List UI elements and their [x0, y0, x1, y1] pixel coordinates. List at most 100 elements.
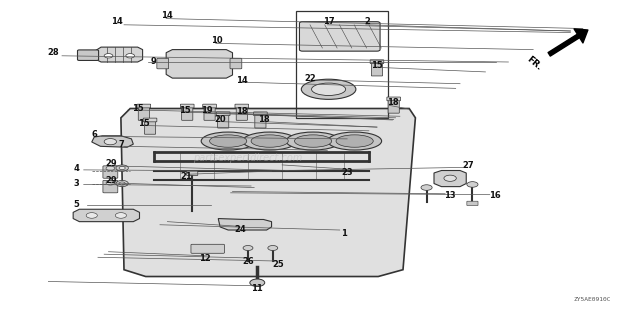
Ellipse shape [242, 132, 297, 150]
Text: 6: 6 [92, 130, 98, 140]
Text: 12: 12 [199, 254, 210, 264]
Circle shape [106, 166, 115, 170]
FancyBboxPatch shape [187, 171, 198, 175]
Text: 29: 29 [106, 159, 117, 168]
Text: 24: 24 [235, 225, 246, 234]
FancyBboxPatch shape [236, 106, 247, 120]
Text: 4: 4 [73, 164, 79, 174]
Text: 5: 5 [73, 200, 79, 209]
Ellipse shape [327, 132, 382, 150]
Text: 29: 29 [106, 176, 117, 185]
Ellipse shape [251, 135, 288, 147]
Polygon shape [92, 136, 133, 147]
Text: 3: 3 [73, 179, 79, 188]
Text: 20: 20 [215, 115, 226, 124]
Text: 15: 15 [371, 60, 383, 70]
FancyBboxPatch shape [218, 114, 229, 128]
Text: 16: 16 [489, 191, 500, 201]
Bar [127, 109, 394, 188]
FancyBboxPatch shape [299, 22, 380, 51]
Polygon shape [96, 47, 143, 62]
Text: 22: 22 [304, 73, 316, 83]
Circle shape [116, 165, 128, 171]
Polygon shape [166, 50, 232, 78]
Ellipse shape [201, 132, 255, 150]
FancyBboxPatch shape [143, 118, 157, 122]
Circle shape [444, 175, 456, 181]
FancyBboxPatch shape [204, 106, 215, 120]
Ellipse shape [301, 79, 356, 99]
Circle shape [268, 246, 278, 250]
FancyBboxPatch shape [255, 114, 266, 128]
Text: 26: 26 [242, 256, 254, 266]
Circle shape [106, 181, 115, 185]
Text: 18: 18 [258, 115, 269, 124]
Text: 14: 14 [236, 76, 247, 85]
Circle shape [243, 246, 253, 250]
Text: FR.: FR. [525, 55, 544, 72]
FancyBboxPatch shape [371, 62, 383, 76]
Circle shape [119, 182, 125, 185]
FancyBboxPatch shape [216, 112, 230, 116]
FancyBboxPatch shape [387, 97, 401, 101]
Text: 10: 10 [211, 36, 223, 45]
Text: 23: 23 [342, 167, 353, 177]
Text: 18: 18 [387, 98, 398, 108]
Text: 27: 27 [463, 161, 474, 171]
Text: partsexpertdirect.com: partsexpertdirect.com [193, 153, 303, 163]
Circle shape [119, 166, 125, 170]
Text: 14: 14 [111, 17, 122, 26]
FancyBboxPatch shape [103, 180, 118, 193]
FancyBboxPatch shape [157, 58, 169, 69]
FancyBboxPatch shape [144, 120, 156, 134]
Text: 7: 7 [118, 140, 124, 149]
Text: 28: 28 [47, 48, 58, 57]
FancyBboxPatch shape [203, 104, 216, 108]
Ellipse shape [336, 135, 373, 147]
Circle shape [104, 54, 113, 58]
FancyBboxPatch shape [182, 106, 193, 120]
Text: 25: 25 [272, 259, 283, 269]
FancyBboxPatch shape [235, 104, 249, 108]
Circle shape [86, 213, 97, 218]
Text: 11: 11 [252, 284, 263, 294]
Circle shape [115, 213, 126, 218]
Polygon shape [121, 108, 415, 277]
FancyBboxPatch shape [254, 112, 267, 116]
Text: 9: 9 [151, 57, 157, 67]
FancyBboxPatch shape [230, 58, 242, 69]
Polygon shape [73, 209, 140, 222]
Text: 18: 18 [236, 107, 247, 116]
Text: 21: 21 [180, 172, 192, 181]
Text: 15: 15 [132, 104, 143, 113]
FancyBboxPatch shape [137, 104, 151, 108]
Text: 19: 19 [201, 106, 212, 116]
Circle shape [421, 185, 432, 190]
Text: ZY5AE0910C: ZY5AE0910C [574, 297, 611, 302]
FancyBboxPatch shape [180, 104, 194, 108]
Text: 1: 1 [341, 228, 347, 238]
Ellipse shape [210, 135, 247, 147]
Text: 2: 2 [364, 17, 370, 26]
Text: 14: 14 [162, 11, 173, 20]
Circle shape [116, 180, 128, 187]
FancyBboxPatch shape [388, 99, 399, 113]
FancyBboxPatch shape [78, 50, 99, 60]
Circle shape [250, 279, 265, 286]
Text: 15: 15 [138, 119, 149, 129]
Ellipse shape [294, 135, 332, 147]
FancyBboxPatch shape [191, 244, 224, 253]
Polygon shape [218, 219, 272, 230]
FancyBboxPatch shape [138, 106, 149, 120]
Ellipse shape [312, 83, 346, 95]
FancyBboxPatch shape [103, 166, 118, 178]
Bar [296, 11, 388, 118]
Text: 13: 13 [444, 191, 455, 201]
Polygon shape [434, 170, 466, 187]
FancyBboxPatch shape [467, 201, 478, 206]
Circle shape [104, 139, 117, 145]
FancyBboxPatch shape [370, 60, 384, 64]
Text: 15: 15 [179, 105, 190, 115]
Text: 17: 17 [323, 17, 334, 26]
Circle shape [467, 182, 478, 187]
